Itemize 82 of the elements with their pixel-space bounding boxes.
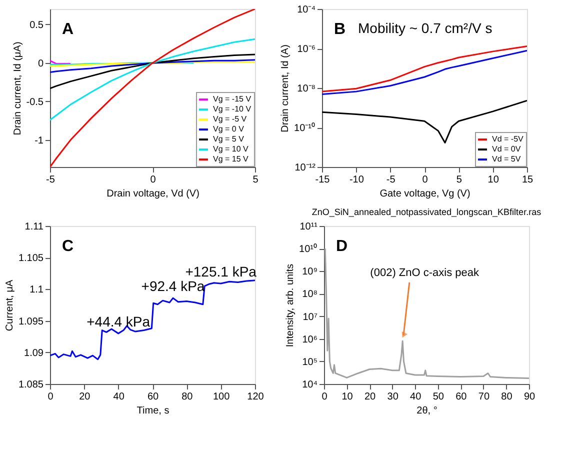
y-tick-label: -0.5 [26,96,44,108]
annotation: (002) ZnO c-axis peak [370,266,480,279]
annotation: D [336,238,348,255]
x-axis-title: Time, s [136,406,170,416]
x-tick-label: 0 [422,174,428,186]
x-tick-label: -15 [315,174,330,186]
line-series [322,100,527,144]
y-tick-label: 1.095 [18,316,44,328]
legend-label: Vg = -15 V [213,94,252,104]
x-tick-label: 90 [524,392,536,402]
legend-label: Vg = 10 V [213,144,250,154]
x-tick-label: 70 [478,392,490,402]
legend-label: Vg = -10 V [213,104,252,114]
y-tick-label: -1 [34,136,44,147]
x-tick-label: 80 [501,392,513,402]
x-tick-label: 10 [488,174,500,186]
x-tick-label: 15 [522,174,534,186]
y-axis-title: Intensity, arb. units [285,264,296,348]
legend-label: Vd = 0V [492,144,522,154]
y-tick-label: 10⁻¹⁰ [294,122,316,134]
legend-label: Vd = -5V [492,134,524,144]
y-tick-label: 10⁻¹² [294,162,316,174]
y-tick-label: 1.105 [18,253,44,264]
legend-label: Vg = 5 V [213,134,245,144]
annotation: Mobility ~ 0.7 cm²/V s [358,20,492,36]
line-series [50,54,255,90]
y-tick-label: 10⁻⁸ [297,84,316,94]
legend-label: Vg = 0 V [213,124,245,134]
y-tick-label: 10⁵ [302,356,318,368]
line-series [50,59,255,73]
y-axis-title: Drain current, Id (μA) [12,42,24,136]
y-axis-title: Drain current, Id (A) [280,44,292,132]
x-tick-label: 40 [113,392,125,402]
annotation: +44.4 kPa [86,313,150,330]
y-tick-label: 1.1 [30,284,44,296]
y-tick-label: 1.11 [24,222,44,232]
x-tick-label: 5 [252,174,259,186]
y-tick-label: 0.5 [30,20,44,31]
x-axis-title: Gate voltage, Vg (V) [380,188,470,200]
y-tick-label: 0 [38,58,44,70]
x-tick-label: 0 [150,174,156,186]
legend-label: Vg = -5 V [213,114,248,124]
annotation: +92.4 kPa [141,278,205,294]
x-tick-label: -5 [386,174,396,186]
x-tick-label: 60 [147,392,159,402]
x-tick-label: 30 [387,392,399,402]
x-tick-label: 80 [182,392,194,402]
y-tick-label: 10⁹ [302,266,318,278]
y-tick-label: 10⁷ [302,312,318,323]
x-tick-label: 120 [247,392,264,402]
x-tick-label: 40 [410,392,422,402]
y-tick-label: 10¹¹ [300,222,318,232]
annotation: +125.1 kPa [185,264,257,280]
y-tick-label: 1.085 [18,380,44,390]
y-axis-title: Current, μA [4,280,16,332]
annotation: A [62,21,74,38]
x-tick-label: -5 [46,174,56,186]
y-tick-label: 10⁶ [302,334,318,346]
annotation: B [334,21,346,38]
x-tick-label: 0 [322,392,328,402]
x-tick-label: 10 [342,392,354,402]
x-tick-label: 20 [79,392,91,402]
x-tick-label: 20 [364,392,376,402]
x-tick-label: 0 [48,392,54,402]
y-tick-label: 10⁴ [302,380,318,390]
line-series [50,280,255,360]
annotation: C [62,238,74,255]
y-tick-label: 1.09 [24,348,44,359]
x-tick-label: 100 [212,392,230,402]
x-axis-title: Drain voltage, Vd (V) [106,188,200,200]
chart-title: ZnO_SiN_annealed_notpassivated_longscan_KBfilter.ras [312,207,542,217]
y-tick-label: 10¹⁰ [299,243,318,256]
legend-label: Vg = 15 V [213,154,250,164]
x-tick-label: -10 [349,174,364,186]
y-tick-label: 10⁸ [302,289,318,300]
x-tick-label: 50 [432,392,444,402]
x-tick-label: 5 [456,174,462,186]
y-tick-label: 10⁻⁶ [297,44,316,55]
y-tick-label: 10⁻⁴ [297,4,316,16]
x-axis-title: 2θ, ° [416,406,438,416]
x-tick-label: 60 [456,392,468,402]
legend-label: Vd = 5V [492,154,522,164]
